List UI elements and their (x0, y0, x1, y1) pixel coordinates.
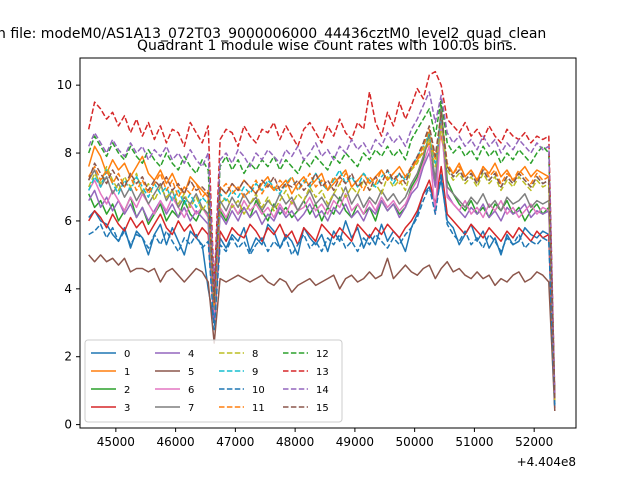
x-offset-label: +4.404e8 (517, 455, 576, 469)
legend-item: 6 (155, 385, 194, 396)
series-line-8 (88, 125, 556, 401)
legend-label: 14 (316, 385, 329, 396)
figure-suptitle: n file: modeM0/AS1A13_072T03_9000006000_… (0, 26, 546, 42)
y-tick-label: 8 (64, 146, 72, 160)
legend-label: 1 (124, 367, 130, 378)
legend-label: 3 (124, 403, 130, 414)
legend-item: 3 (91, 403, 130, 414)
x-tick-label: 45000 (97, 435, 135, 449)
series-line-4 (88, 121, 556, 408)
y-tick-label: 6 (64, 214, 72, 228)
plot-frame (79, 57, 577, 429)
series-line-10 (88, 172, 556, 408)
y-tick-label: 2 (64, 350, 72, 364)
legend-label: 10 (252, 385, 265, 396)
legend-item: 2 (91, 385, 130, 396)
x-tick-label: 49000 (336, 435, 374, 449)
legend-box (84, 339, 343, 423)
legend-label: 9 (252, 367, 258, 378)
legend-label: 15 (316, 403, 329, 414)
x-tick-label: 50000 (396, 435, 434, 449)
x-tick-label: 51000 (455, 435, 493, 449)
legend-label: 11 (252, 403, 265, 414)
series-line-14 (88, 91, 556, 398)
series-line-6 (88, 118, 556, 405)
legend-item: 13 (283, 367, 329, 378)
series-line-7 (88, 108, 556, 405)
legend-item: 12 (283, 349, 329, 360)
x-tick-label: 48000 (276, 435, 314, 449)
legend-label: 2 (124, 385, 130, 396)
series-line-5 (88, 254, 556, 412)
legend-label: 12 (316, 349, 329, 360)
series-line-15 (87, 111, 556, 401)
series-line-3 (88, 165, 556, 408)
series-line-11 (88, 111, 556, 401)
series-layer (87, 70, 556, 412)
series-line-0 (88, 179, 556, 408)
legend-label: 6 (188, 385, 194, 396)
legend-label: 0 (124, 349, 130, 360)
x-tick-label: 52000 (515, 435, 553, 449)
legend-item: 0 (91, 349, 130, 360)
y-tick-label: 0 (64, 418, 72, 432)
legend-item: 11 (219, 403, 265, 414)
legend-item: 10 (219, 385, 265, 396)
legend-item: 14 (283, 385, 329, 396)
x-axis: 45000 46000 47000 48000 49000 50000 51000 52000 (97, 428, 553, 449)
legend-item: 1 (91, 367, 130, 378)
legend-item: 7 (155, 403, 194, 414)
y-tick-label: 4 (64, 282, 72, 296)
legend-item: 4 (155, 349, 194, 360)
legend-item: 9 (219, 367, 258, 378)
x-tick-label: 46000 (157, 435, 195, 449)
legend-item: 8 (219, 349, 258, 360)
legend-label: 13 (316, 367, 329, 378)
y-axis: 0 2 4 6 8 10 (57, 78, 80, 432)
series-line-13 (87, 70, 556, 398)
legend-label: 4 (188, 349, 194, 360)
y-tick-label: 10 (57, 78, 72, 92)
legend-item: 15 (283, 403, 329, 414)
chart-title: Quadrant 1 module wise count rates with … (137, 38, 517, 54)
legend-item: 5 (155, 367, 194, 378)
x-tick-label: 47000 (216, 435, 254, 449)
series-line-12 (87, 97, 556, 398)
legend-label: 5 (188, 367, 194, 378)
legend-label: 8 (252, 349, 258, 360)
legend-label: 7 (188, 403, 194, 414)
